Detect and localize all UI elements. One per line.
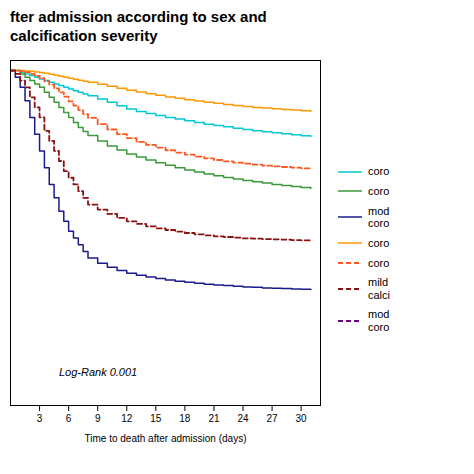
svg-text:9: 9 [95,412,101,423]
html-text:mild calci: mild calci [368,276,390,301]
html-text:mod coro: mod coro [368,204,390,230]
svg-text:6: 6 [66,412,72,423]
svg-text:3: 3 [37,412,43,423]
svg-text:24: 24 [237,412,249,423]
svg-text:18: 18 [179,412,191,423]
svg-text:Log-Rank 0.001: Log-Rank 0.001 [59,365,137,377]
svg-text:15: 15 [150,412,162,423]
svg-text:Time to death after admission: Time to death after admission (days) [85,432,247,443]
html-text:mod coro: mod coro [368,308,390,334]
html-text:coro: coro [368,184,390,197]
html-text:coro: coro [368,165,390,178]
svg-text:27: 27 [267,412,279,423]
html-text:fter admission according to se: fter admission according to sex and calc… [10,8,267,44]
svg-text:21: 21 [208,412,220,423]
svg-text:30: 30 [296,412,308,423]
html-text:coro: coro [368,236,390,249]
svg-text:12: 12 [121,412,133,423]
html-text:coro: coro [368,256,390,269]
